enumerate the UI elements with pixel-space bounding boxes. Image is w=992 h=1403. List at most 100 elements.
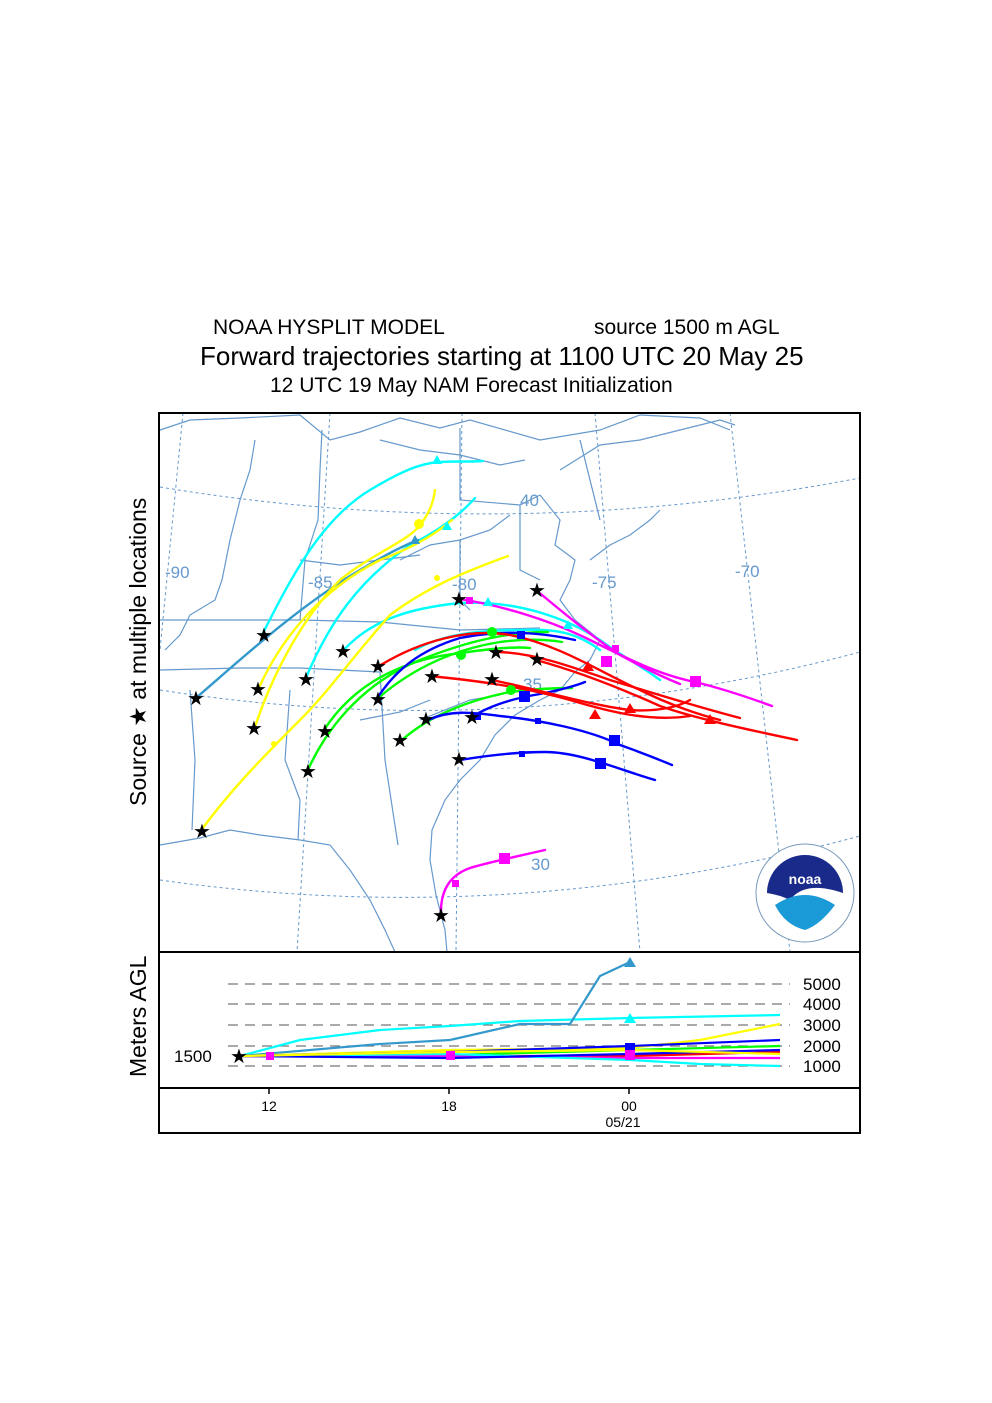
- lat-label-40: 40: [520, 491, 539, 510]
- height-tick-2000: 2000: [803, 1037, 841, 1056]
- square-marker: [601, 656, 612, 667]
- triangle-marker: [624, 703, 636, 713]
- source-star: ★: [187, 688, 205, 710]
- source-height-label: source 1500 m AGL: [594, 316, 780, 339]
- circle-marker: [456, 650, 466, 660]
- trajectory-markers: [271, 455, 716, 887]
- source-star: ★: [255, 625, 273, 647]
- source-star: ★: [432, 905, 450, 927]
- circle-marker: [414, 519, 424, 529]
- time-tick-12: 12: [261, 1098, 277, 1114]
- circle-marker: [487, 627, 497, 637]
- source-star: ★: [369, 656, 387, 678]
- main-title: Forward trajectories starting at 1100 UT…: [200, 341, 804, 371]
- trajectory-blue: [426, 711, 674, 767]
- source-star: ★: [245, 718, 263, 740]
- source-star: ★: [249, 679, 267, 701]
- height-gridlines: [228, 983, 790, 1067]
- trajectory-red: [428, 674, 692, 719]
- triangle-marker: [410, 535, 420, 544]
- source-star: ★: [417, 709, 435, 731]
- source-star: ★: [463, 707, 481, 729]
- source-star: ★: [193, 821, 211, 843]
- trajectory-yellow: [256, 518, 454, 692]
- source-star: ★: [483, 669, 501, 691]
- trajectory-green: [400, 686, 574, 742]
- square-marker: [690, 676, 701, 687]
- trajectory-red: [494, 650, 742, 720]
- triangle-marker: [563, 620, 573, 629]
- square-marker: [475, 714, 481, 720]
- model-title: NOAA HYSPLIT MODEL: [213, 316, 445, 339]
- trajectory-green: [374, 638, 564, 702]
- trajectory-yellow: [252, 488, 437, 732]
- height-tick-1000: 1000: [803, 1057, 841, 1076]
- lat-label-30: 30: [531, 855, 550, 874]
- source-star: ★: [297, 669, 315, 691]
- lon-label-85: -85: [308, 573, 333, 592]
- triangle-marker: [483, 597, 493, 606]
- lon-label-70: -70: [735, 562, 760, 581]
- height-tick-3000: 3000: [803, 1016, 841, 1035]
- triangle-marker: [589, 709, 601, 719]
- date-label: 05/21: [605, 1114, 640, 1130]
- square-marker: [535, 718, 541, 724]
- square-marker: [595, 758, 606, 769]
- square-marker: [452, 880, 459, 887]
- height-panel-frame: [158, 951, 861, 1134]
- trajectories: [194, 459, 799, 917]
- source-stars: ★ ★ ★ ★ ★ ★ ★ ★ ★ ★ ★ ★ ★ ★ ★ ★ ★ ★ ★ ★ …: [187, 580, 546, 927]
- lon-label-80: -80: [452, 575, 477, 594]
- init-subtitle: 12 UTC 19 May NAM Forecast Initializatio…: [270, 374, 673, 397]
- trajectory-yellow: [198, 554, 510, 834]
- source-star: ★: [423, 666, 441, 688]
- square-marker: [499, 853, 510, 864]
- square-marker: [519, 691, 530, 702]
- trajectory-cyan: [260, 459, 485, 637]
- lon-label-75: -75: [592, 573, 617, 592]
- source-star: ★: [369, 689, 387, 711]
- source-star: ★: [528, 580, 546, 602]
- triangle-marker: [442, 521, 452, 530]
- circle-marker: [434, 575, 440, 581]
- triangle-marker: [704, 714, 716, 724]
- circle-marker: [271, 741, 277, 747]
- height-tick-5000: 5000: [803, 975, 841, 994]
- square-marker: [519, 751, 525, 757]
- square-marker: [517, 631, 525, 639]
- source-star: ★: [450, 749, 468, 771]
- map-boundaries: [159, 414, 736, 952]
- time-tick-18: 18: [441, 1098, 457, 1114]
- source-star: ★: [316, 721, 334, 743]
- triangle-marker: [582, 661, 594, 671]
- square-marker: [466, 597, 473, 604]
- height-source-star: ★: [230, 1046, 248, 1068]
- trajectory-blue: [374, 631, 577, 702]
- trajectory-red: [490, 678, 692, 712]
- trajectory-magenta: [439, 848, 547, 917]
- trajectory-green: [322, 646, 532, 732]
- circle-marker: [506, 685, 516, 695]
- time-tick-00: 00: [621, 1098, 637, 1114]
- height-tick-4000: 4000: [803, 995, 841, 1014]
- source-star: ★: [299, 761, 317, 783]
- noaa-logo-text: noaa: [789, 871, 822, 887]
- source-star: ★: [450, 589, 468, 611]
- source-star: ★: [391, 730, 409, 752]
- triangle-marker: [432, 455, 442, 464]
- source-star: ★: [528, 649, 546, 671]
- square-marker: [612, 645, 619, 652]
- lon-label-90: -90: [165, 563, 190, 582]
- height-traces: [239, 961, 781, 1068]
- noaa-logo: noaa: [755, 843, 855, 943]
- trajectory-blue: [468, 680, 587, 720]
- source-star: ★: [487, 642, 505, 664]
- source-star: ★: [334, 641, 352, 663]
- trajectory-magenta: [534, 588, 682, 686]
- start-height-label: 1500: [174, 1047, 212, 1066]
- height-markers: [266, 957, 636, 1060]
- square-marker: [609, 735, 620, 746]
- trajectory-red: [534, 658, 799, 742]
- trajectory-blue: [458, 750, 657, 782]
